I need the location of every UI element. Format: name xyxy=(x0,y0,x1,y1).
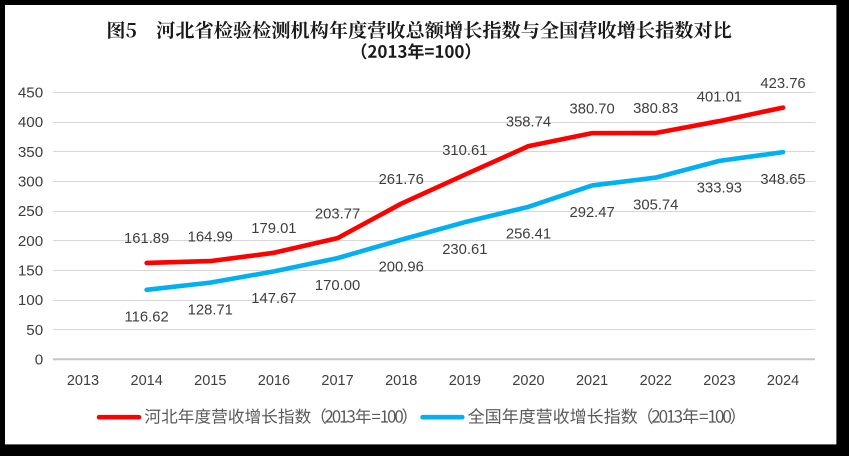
svg-text:50: 50 xyxy=(26,322,43,339)
svg-text:230.61: 230.61 xyxy=(442,242,487,258)
svg-text:150: 150 xyxy=(18,263,43,280)
svg-text:300: 300 xyxy=(18,174,43,191)
svg-text:0: 0 xyxy=(35,352,43,369)
svg-text:2021: 2021 xyxy=(576,373,608,389)
svg-text:450: 450 xyxy=(18,85,43,102)
svg-text:380.83: 380.83 xyxy=(633,101,678,117)
svg-text:261.76: 261.76 xyxy=(379,172,424,188)
svg-text:2020: 2020 xyxy=(512,373,544,389)
svg-text:2018: 2018 xyxy=(385,373,417,389)
svg-text:250: 250 xyxy=(18,203,43,220)
svg-text:310.61: 310.61 xyxy=(442,143,487,159)
svg-text:333.93: 333.93 xyxy=(697,181,742,197)
svg-text:200: 200 xyxy=(18,233,43,250)
svg-text:348.65: 348.65 xyxy=(760,172,805,188)
svg-text:423.76: 423.76 xyxy=(760,76,805,92)
svg-text:100: 100 xyxy=(18,292,43,309)
svg-text:2013: 2013 xyxy=(67,373,99,389)
svg-text:305.74: 305.74 xyxy=(633,197,678,213)
svg-text:2022: 2022 xyxy=(640,373,672,389)
svg-text:358.74: 358.74 xyxy=(506,114,551,130)
svg-text:292.47: 292.47 xyxy=(569,205,614,221)
svg-text:400: 400 xyxy=(18,114,43,131)
svg-text:2017: 2017 xyxy=(321,373,353,389)
svg-text:350: 350 xyxy=(18,144,43,161)
svg-text:147.67: 147.67 xyxy=(251,291,296,307)
svg-text:401.01: 401.01 xyxy=(697,89,742,105)
svg-text:2023: 2023 xyxy=(703,373,735,389)
svg-text:161.89: 161.89 xyxy=(124,231,169,247)
svg-text:170.00: 170.00 xyxy=(315,278,360,294)
svg-text:256.41: 256.41 xyxy=(506,227,551,243)
svg-text:179.01: 179.01 xyxy=(251,221,296,237)
svg-text:164.99: 164.99 xyxy=(188,229,233,245)
svg-text:2019: 2019 xyxy=(449,373,481,389)
svg-text:116.62: 116.62 xyxy=(125,310,169,326)
svg-text:203.77: 203.77 xyxy=(315,206,360,222)
svg-text:2014: 2014 xyxy=(131,373,163,389)
svg-text:2024: 2024 xyxy=(767,373,799,389)
svg-text:380.70: 380.70 xyxy=(569,101,614,117)
svg-text:2015: 2015 xyxy=(194,373,226,389)
svg-text:2016: 2016 xyxy=(258,373,290,389)
svg-text:128.71: 128.71 xyxy=(188,302,233,318)
svg-text:200.96: 200.96 xyxy=(379,259,424,275)
